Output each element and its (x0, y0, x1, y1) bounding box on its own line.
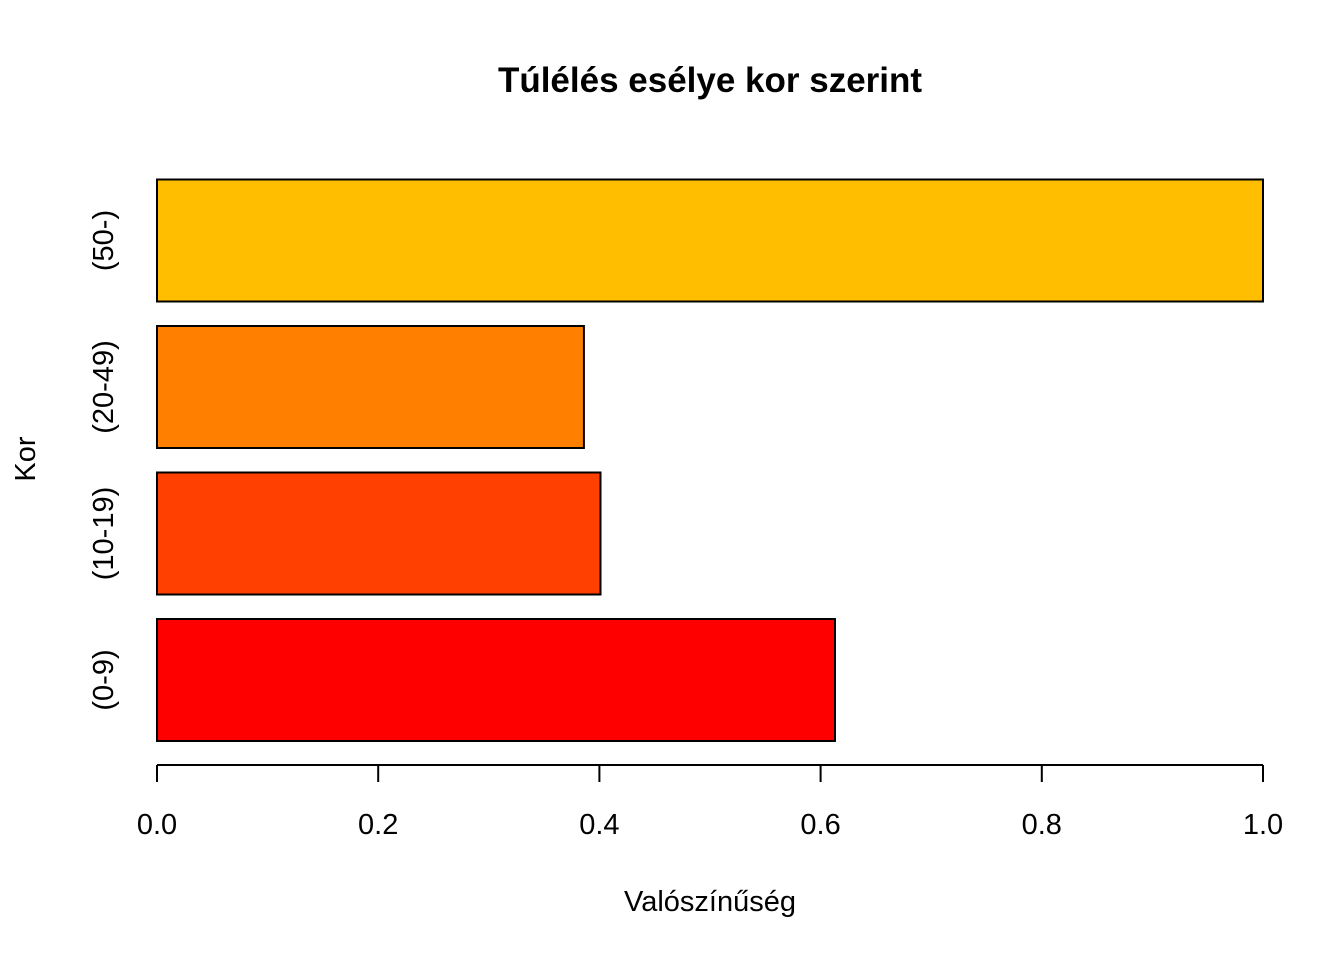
y-axis-label: Kor (10, 436, 42, 481)
y-tick-label: (50-) (88, 210, 120, 271)
x-tick-label: 0.6 (800, 809, 840, 841)
chart-title: Túlélés esélye kor szerint (498, 61, 922, 100)
y-tick-label: (10-19) (88, 487, 120, 581)
bars-layer (156, 178, 1264, 742)
bar (156, 178, 1264, 303)
bar (156, 471, 602, 596)
y-tick-label: (0-9) (88, 649, 120, 710)
x-tick-label: 1.0 (1243, 809, 1283, 841)
bar (156, 325, 585, 449)
y-tick-labels: (0-9) (10-19) (20-49) (50-) (88, 210, 120, 711)
x-tick-label: 0.8 (1022, 809, 1062, 841)
x-axis-label: Valószínűség (624, 886, 796, 918)
x-tick-label: 0.4 (579, 809, 619, 841)
y-tick-label: (20-49) (88, 340, 120, 434)
x-tick-label: 0.0 (137, 809, 177, 841)
bar (156, 618, 836, 742)
x-axis: 0.0 0.2 0.4 0.6 0.8 1.0 (137, 764, 1283, 841)
x-tick-label: 0.2 (358, 809, 398, 841)
